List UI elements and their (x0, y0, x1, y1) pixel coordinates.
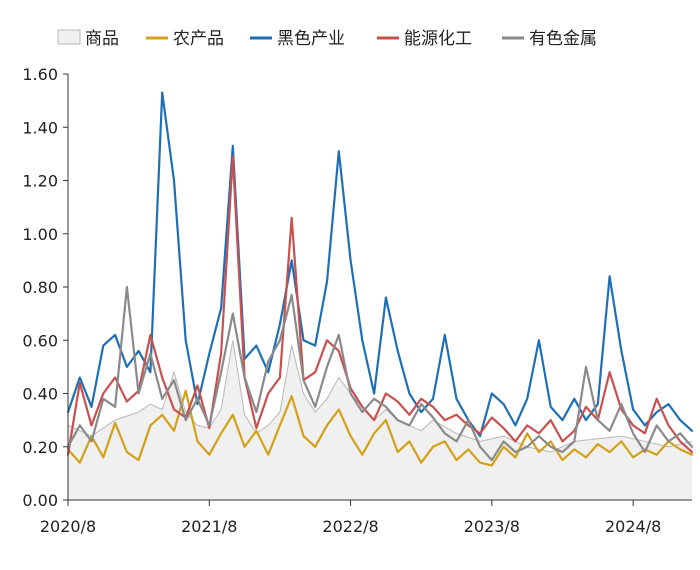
x-tick-label: 2024/8 (605, 517, 661, 536)
x-axis-ticks: 2020/8 2021/8 2022/8 2023/8 2024/8 (40, 500, 661, 536)
y-axis-ticks: 0.00 0.20 0.40 0.60 0.80 1.00 1.20 1.40 1.60 (22, 65, 68, 510)
legend-item-1: 农产品 (146, 29, 224, 49)
legend-item-0: 商品 (57, 29, 119, 49)
legend-label: 黑色产业 (277, 29, 345, 49)
x-tick-label: 2023/8 (464, 517, 520, 536)
y-tick-label: 0.80 (22, 278, 58, 297)
legend-item-2: 黑色产业 (250, 29, 345, 49)
series-line-2 (66, 91, 694, 438)
series-area-0 (68, 340, 692, 500)
legend-label: 农产品 (173, 29, 224, 49)
y-tick-label: 0.00 (22, 491, 58, 510)
series-line-3 (66, 155, 694, 456)
x-tick-label: 2021/8 (181, 517, 237, 536)
legend-label: 商品 (85, 29, 119, 49)
series-layer (66, 91, 694, 500)
x-tick-label: 2020/8 (40, 517, 96, 536)
legend-label: 能源化工 (404, 29, 472, 49)
legend-label: 有色金属 (529, 29, 597, 49)
legend-item-4: 有色金属 (502, 29, 597, 49)
y-tick-label: 1.40 (22, 118, 58, 137)
y-tick-label: 1.60 (22, 65, 58, 84)
legend-item-3: 能源化工 (377, 29, 472, 49)
series-line-4 (66, 285, 694, 462)
y-tick-label: 1.20 (22, 172, 58, 191)
plot-area: 0.00 0.20 0.40 0.60 0.80 1.00 1.20 1.40 1.60 202… (22, 65, 694, 536)
y-tick-label: 0.40 (22, 385, 58, 404)
series-area-edge-0 (67, 340, 693, 453)
legend-swatch (57, 29, 81, 45)
y-tick-label: 0.20 (22, 438, 58, 457)
x-tick-label: 2022/8 (322, 517, 378, 536)
legend: 商品 农产品 黑色产业 能源化工 有色金属 (57, 29, 597, 49)
y-tick-label: 0.60 (22, 331, 58, 350)
y-tick-label: 1.00 (22, 225, 58, 244)
series-line-1 (66, 389, 694, 467)
